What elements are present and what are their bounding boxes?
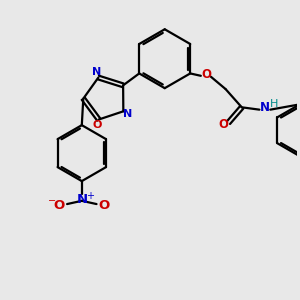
Text: +: +: [86, 191, 94, 201]
Text: N: N: [123, 110, 132, 119]
Text: O: O: [202, 68, 212, 81]
Text: H: H: [270, 99, 278, 109]
Text: O: O: [218, 118, 228, 130]
Text: N: N: [92, 68, 101, 77]
Text: O: O: [92, 120, 102, 130]
Text: O: O: [53, 199, 65, 212]
Text: −: −: [48, 196, 56, 206]
Text: N: N: [77, 193, 88, 206]
Text: O: O: [99, 199, 110, 212]
Text: N: N: [260, 101, 269, 114]
